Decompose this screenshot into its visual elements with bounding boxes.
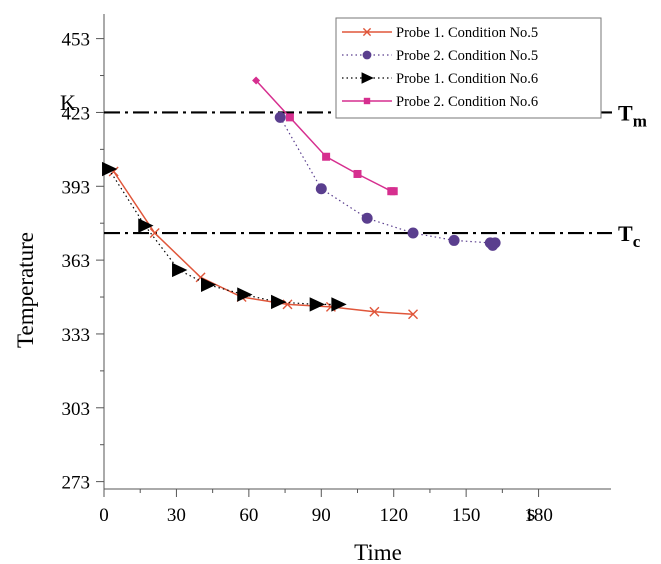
series	[108, 166, 419, 320]
legend-label: Probe 1. Condition No.6	[396, 71, 538, 87]
data-point	[252, 76, 261, 85]
x-ticks: 0 30 60 90 120 150 180	[99, 489, 553, 526]
data-point	[408, 309, 419, 320]
y-tick-label: 393	[62, 177, 91, 198]
data-point	[172, 262, 188, 278]
legend-marker	[362, 50, 372, 60]
data-point	[407, 227, 419, 239]
x-tick-label: 120	[379, 505, 408, 526]
legend-marker	[361, 72, 374, 84]
data-point	[274, 111, 286, 123]
y-tick-label: 273	[62, 473, 91, 494]
legend-marker	[362, 27, 372, 37]
data-point	[309, 297, 325, 312]
reference-line-label: Tc	[618, 221, 641, 251]
data-point	[271, 294, 287, 310]
series-line	[113, 171, 414, 316]
legend-label: Probe 2. Condition No.6	[396, 94, 538, 110]
y-axis-title: Temperature	[13, 232, 38, 348]
legend-entry: Probe 2. Condition No.5	[342, 48, 538, 64]
x-tick-label: 180	[524, 505, 553, 526]
data-point	[361, 212, 373, 224]
legend-marker	[363, 97, 371, 105]
legend-label: Probe 2. Condition No.5	[396, 48, 538, 64]
x-tick-label: 60	[239, 505, 258, 526]
x-unit-label: s	[527, 500, 536, 525]
y-ticks: 273 303 333 363 393 423 453	[62, 30, 104, 494]
x-tick-label: 0	[99, 505, 109, 526]
series-line	[108, 168, 339, 305]
data-point	[237, 287, 253, 302]
data-point	[489, 237, 501, 249]
data-point	[448, 234, 460, 246]
data-point	[322, 152, 331, 161]
legend-label: Probe 1. Condition No.5	[396, 25, 538, 41]
data-point	[331, 297, 347, 312]
x-tick-label: 90	[312, 505, 331, 526]
x-tick-label: 150	[452, 505, 481, 526]
series	[102, 161, 347, 312]
reference-line-label: Tm	[618, 100, 647, 130]
series	[274, 111, 501, 251]
y-unit-label: K	[60, 90, 76, 115]
reference-lines: Tm Tc	[104, 100, 647, 251]
y-tick-label: 453	[62, 30, 91, 51]
data-point	[149, 228, 160, 239]
x-axis-title: Time	[354, 540, 402, 564]
data-point	[353, 169, 362, 178]
y-tick-label: 363	[62, 251, 91, 272]
legend-entry: Probe 1. Condition No.5	[342, 25, 538, 41]
legend-entry: Probe 2. Condition No.6	[342, 94, 538, 110]
series-line	[279, 117, 496, 247]
data-point	[389, 187, 398, 196]
legend: Probe 1. Condition No.5 Probe 2. Conditio…	[335, 17, 602, 119]
y-tick-label: 333	[62, 325, 91, 346]
y-tick-label: 423	[62, 103, 91, 124]
data-point	[102, 161, 118, 177]
y-tick-label: 303	[62, 399, 91, 420]
series	[252, 76, 398, 196]
data-point	[138, 218, 154, 233]
series-layer	[102, 76, 501, 320]
legend-entry: Probe 1. Condition No.6	[342, 71, 538, 87]
data-point	[369, 306, 380, 317]
data-point	[285, 113, 294, 122]
data-point	[201, 277, 217, 292]
x-tick-label: 30	[167, 505, 186, 526]
data-point	[315, 183, 327, 195]
